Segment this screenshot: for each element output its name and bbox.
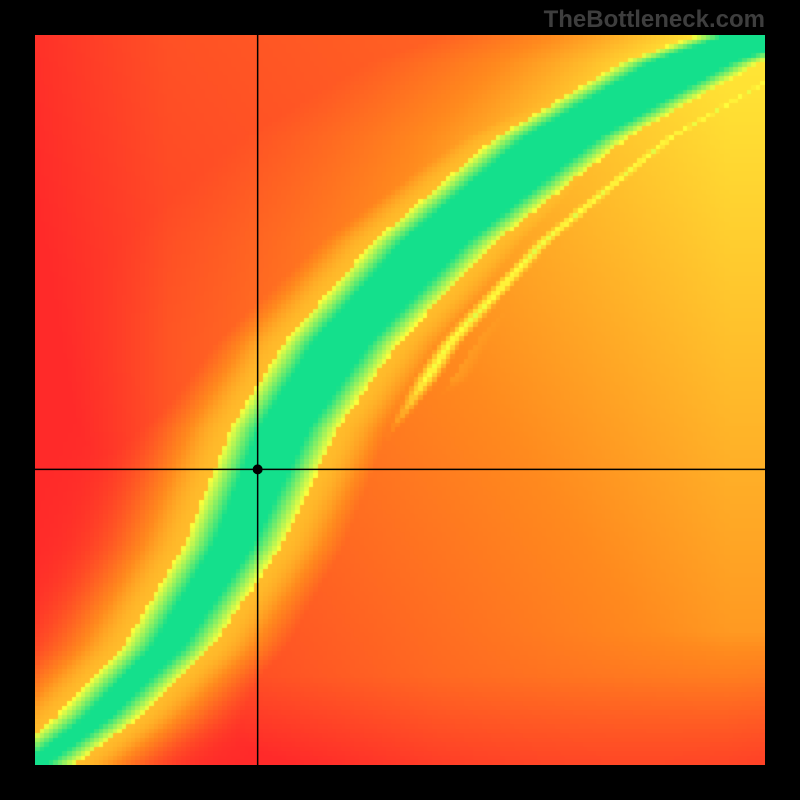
heatmap-canvas <box>35 35 765 765</box>
chart-container: TheBottleneck.com <box>0 0 800 800</box>
watermark-text: TheBottleneck.com <box>544 6 765 34</box>
